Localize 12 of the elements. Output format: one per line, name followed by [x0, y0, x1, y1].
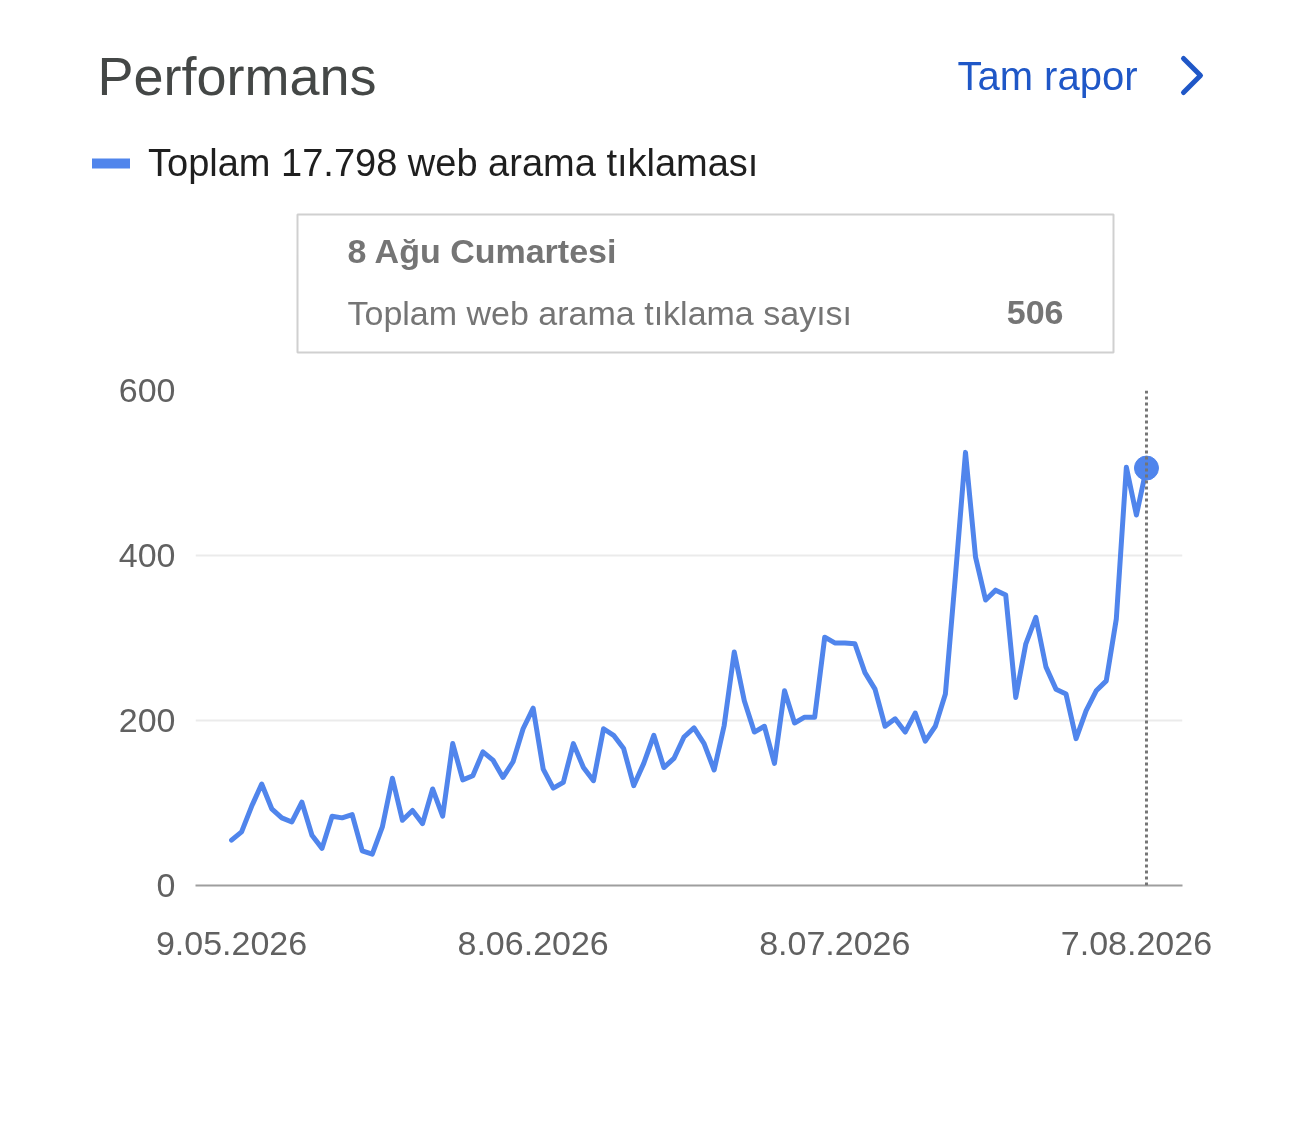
text: Tam rapor	[957, 53, 1138, 98]
legend-label: Toplam 17.798 web arama tıklaması	[148, 141, 759, 185]
x-tick-label: 7.08.2026	[1060, 923, 1213, 962]
x-tick-label: 8.06.2026	[457, 923, 609, 962]
y-tick-label: 200	[118, 701, 176, 739]
text: 8 Ağu Cumartesi Toplam web arama tıklama sayısı 506	[347, 231, 1064, 332]
y-tick-label: 600	[118, 371, 176, 409]
y-tick-label: 400	[118, 536, 176, 574]
x-tick-label: 8.07.2026	[759, 923, 911, 962]
chart-title: Performans	[97, 45, 377, 106]
x-tick-label: 9.05.2026	[155, 923, 308, 962]
y-tick-label: 0	[156, 866, 176, 904]
